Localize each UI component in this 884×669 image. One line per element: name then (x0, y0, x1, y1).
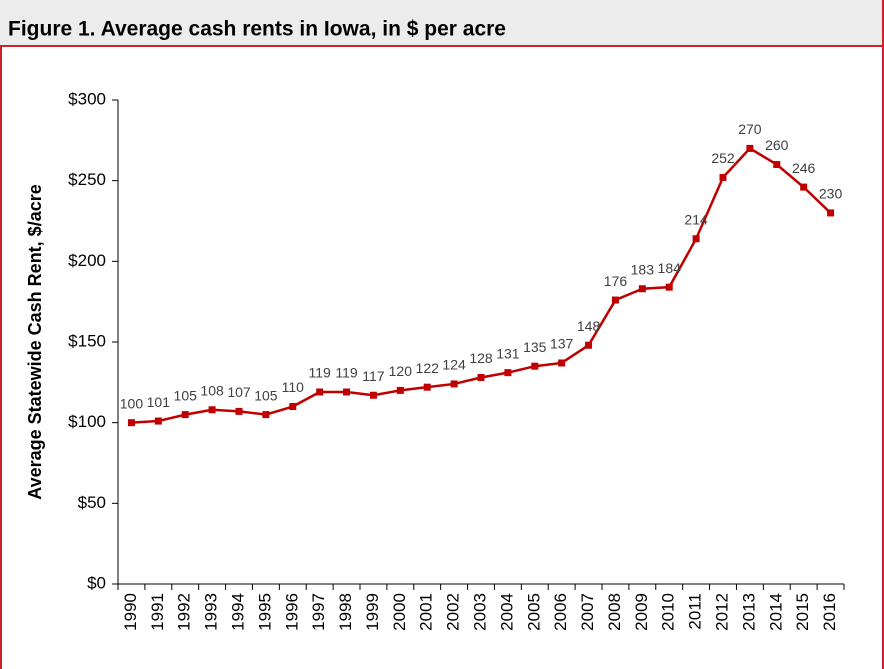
data-label: 119 (335, 365, 358, 381)
x-tick-label: 1999 (363, 593, 382, 631)
marker (504, 369, 512, 377)
data-label: 128 (469, 350, 493, 366)
x-tick-label: 1993 (202, 593, 221, 631)
y-axis-label: Average Statewide Cash Rent, $/acre (25, 184, 45, 499)
data-label: 137 (550, 336, 574, 352)
data-label: 107 (227, 384, 251, 400)
x-tick-label: 1996 (282, 593, 301, 631)
y-tick-label: $250 (68, 170, 106, 189)
x-tick-label: 1997 (309, 593, 328, 631)
x-tick-label: 2011 (686, 593, 705, 630)
y-tick-label: $200 (68, 251, 106, 270)
x-tick-label: 2002 (444, 593, 463, 631)
data-label: 101 (147, 394, 171, 410)
data-label: 105 (254, 387, 278, 403)
marker (423, 383, 431, 391)
marker (531, 362, 539, 370)
data-label: 117 (362, 368, 385, 384)
x-tick-label: 2005 (524, 593, 543, 631)
data-label: 108 (200, 382, 224, 398)
marker (262, 411, 270, 419)
marker (746, 144, 754, 152)
marker (208, 406, 216, 414)
marker (127, 419, 135, 427)
data-label: 184 (658, 260, 682, 276)
data-label: 119 (309, 365, 332, 381)
x-tick-label: 1990 (121, 593, 140, 631)
x-tick-label: 2012 (712, 593, 731, 631)
x-tick-label: 1998 (336, 593, 355, 631)
x-tick-label: 2015 (793, 593, 812, 631)
line (131, 146, 832, 424)
marker (154, 417, 162, 425)
marker (369, 391, 377, 399)
marker (692, 235, 700, 243)
data-label: 183 (631, 261, 655, 277)
x-tick-label: 2014 (766, 593, 785, 631)
marker (343, 388, 351, 396)
marker (558, 359, 566, 367)
marker (638, 285, 646, 293)
marker (827, 209, 835, 217)
marker (235, 407, 243, 415)
marker (289, 403, 297, 411)
data-label: 100 (120, 395, 144, 411)
marker (450, 380, 458, 388)
data-label: 230 (819, 186, 843, 202)
marker (396, 386, 404, 394)
data-label: 260 (765, 137, 789, 153)
x-tick-label: 2000 (390, 593, 409, 631)
data-label: 122 (416, 360, 440, 376)
x-tick-label: 2001 (417, 593, 436, 631)
marker (800, 183, 808, 191)
x-tick-label: 2010 (659, 593, 678, 631)
data-label: 148 (577, 318, 601, 334)
marker (477, 373, 485, 381)
marker (181, 411, 189, 419)
y-tick-label: $300 (68, 89, 106, 108)
x-tick-label: 1991 (148, 593, 167, 631)
chart-title: Figure 1. Average cash rents in Iowa, in… (8, 18, 506, 41)
x-tick-label: 2006 (551, 593, 570, 631)
data-label: 120 (389, 363, 413, 379)
y-tick-label: $100 (68, 412, 106, 431)
x-tick-label: 1992 (175, 593, 194, 631)
data-label: 246 (792, 160, 816, 176)
data-label: 110 (282, 379, 305, 395)
x-tick-label: 2016 (820, 593, 839, 631)
data-label: 270 (738, 121, 762, 137)
marker (719, 173, 727, 181)
data-label: 124 (442, 357, 466, 373)
x-tick-label: 2009 (632, 593, 651, 631)
data-label: 214 (684, 211, 708, 227)
marker (611, 296, 619, 304)
x-tick-label: 1995 (255, 593, 274, 631)
x-tick-label: 2007 (578, 593, 597, 631)
data-label: 252 (711, 150, 735, 166)
header-band (0, 0, 884, 46)
marker (665, 283, 673, 291)
x-tick-label: 1994 (228, 593, 247, 631)
data-label: 105 (174, 387, 198, 403)
data-label: 131 (496, 345, 520, 361)
x-tick-label: 2004 (497, 593, 516, 631)
marker (316, 388, 324, 396)
data-label: 135 (523, 339, 547, 355)
y-tick-label: $50 (78, 493, 106, 512)
x-tick-label: 2003 (470, 593, 489, 631)
marker (773, 161, 781, 169)
x-tick-label: 2013 (739, 593, 758, 631)
data-label: 176 (604, 273, 628, 289)
x-tick-label: 2008 (605, 593, 624, 631)
y-tick-label: $150 (68, 331, 106, 350)
y-tick-label: $0 (87, 573, 106, 592)
marker (585, 341, 593, 349)
